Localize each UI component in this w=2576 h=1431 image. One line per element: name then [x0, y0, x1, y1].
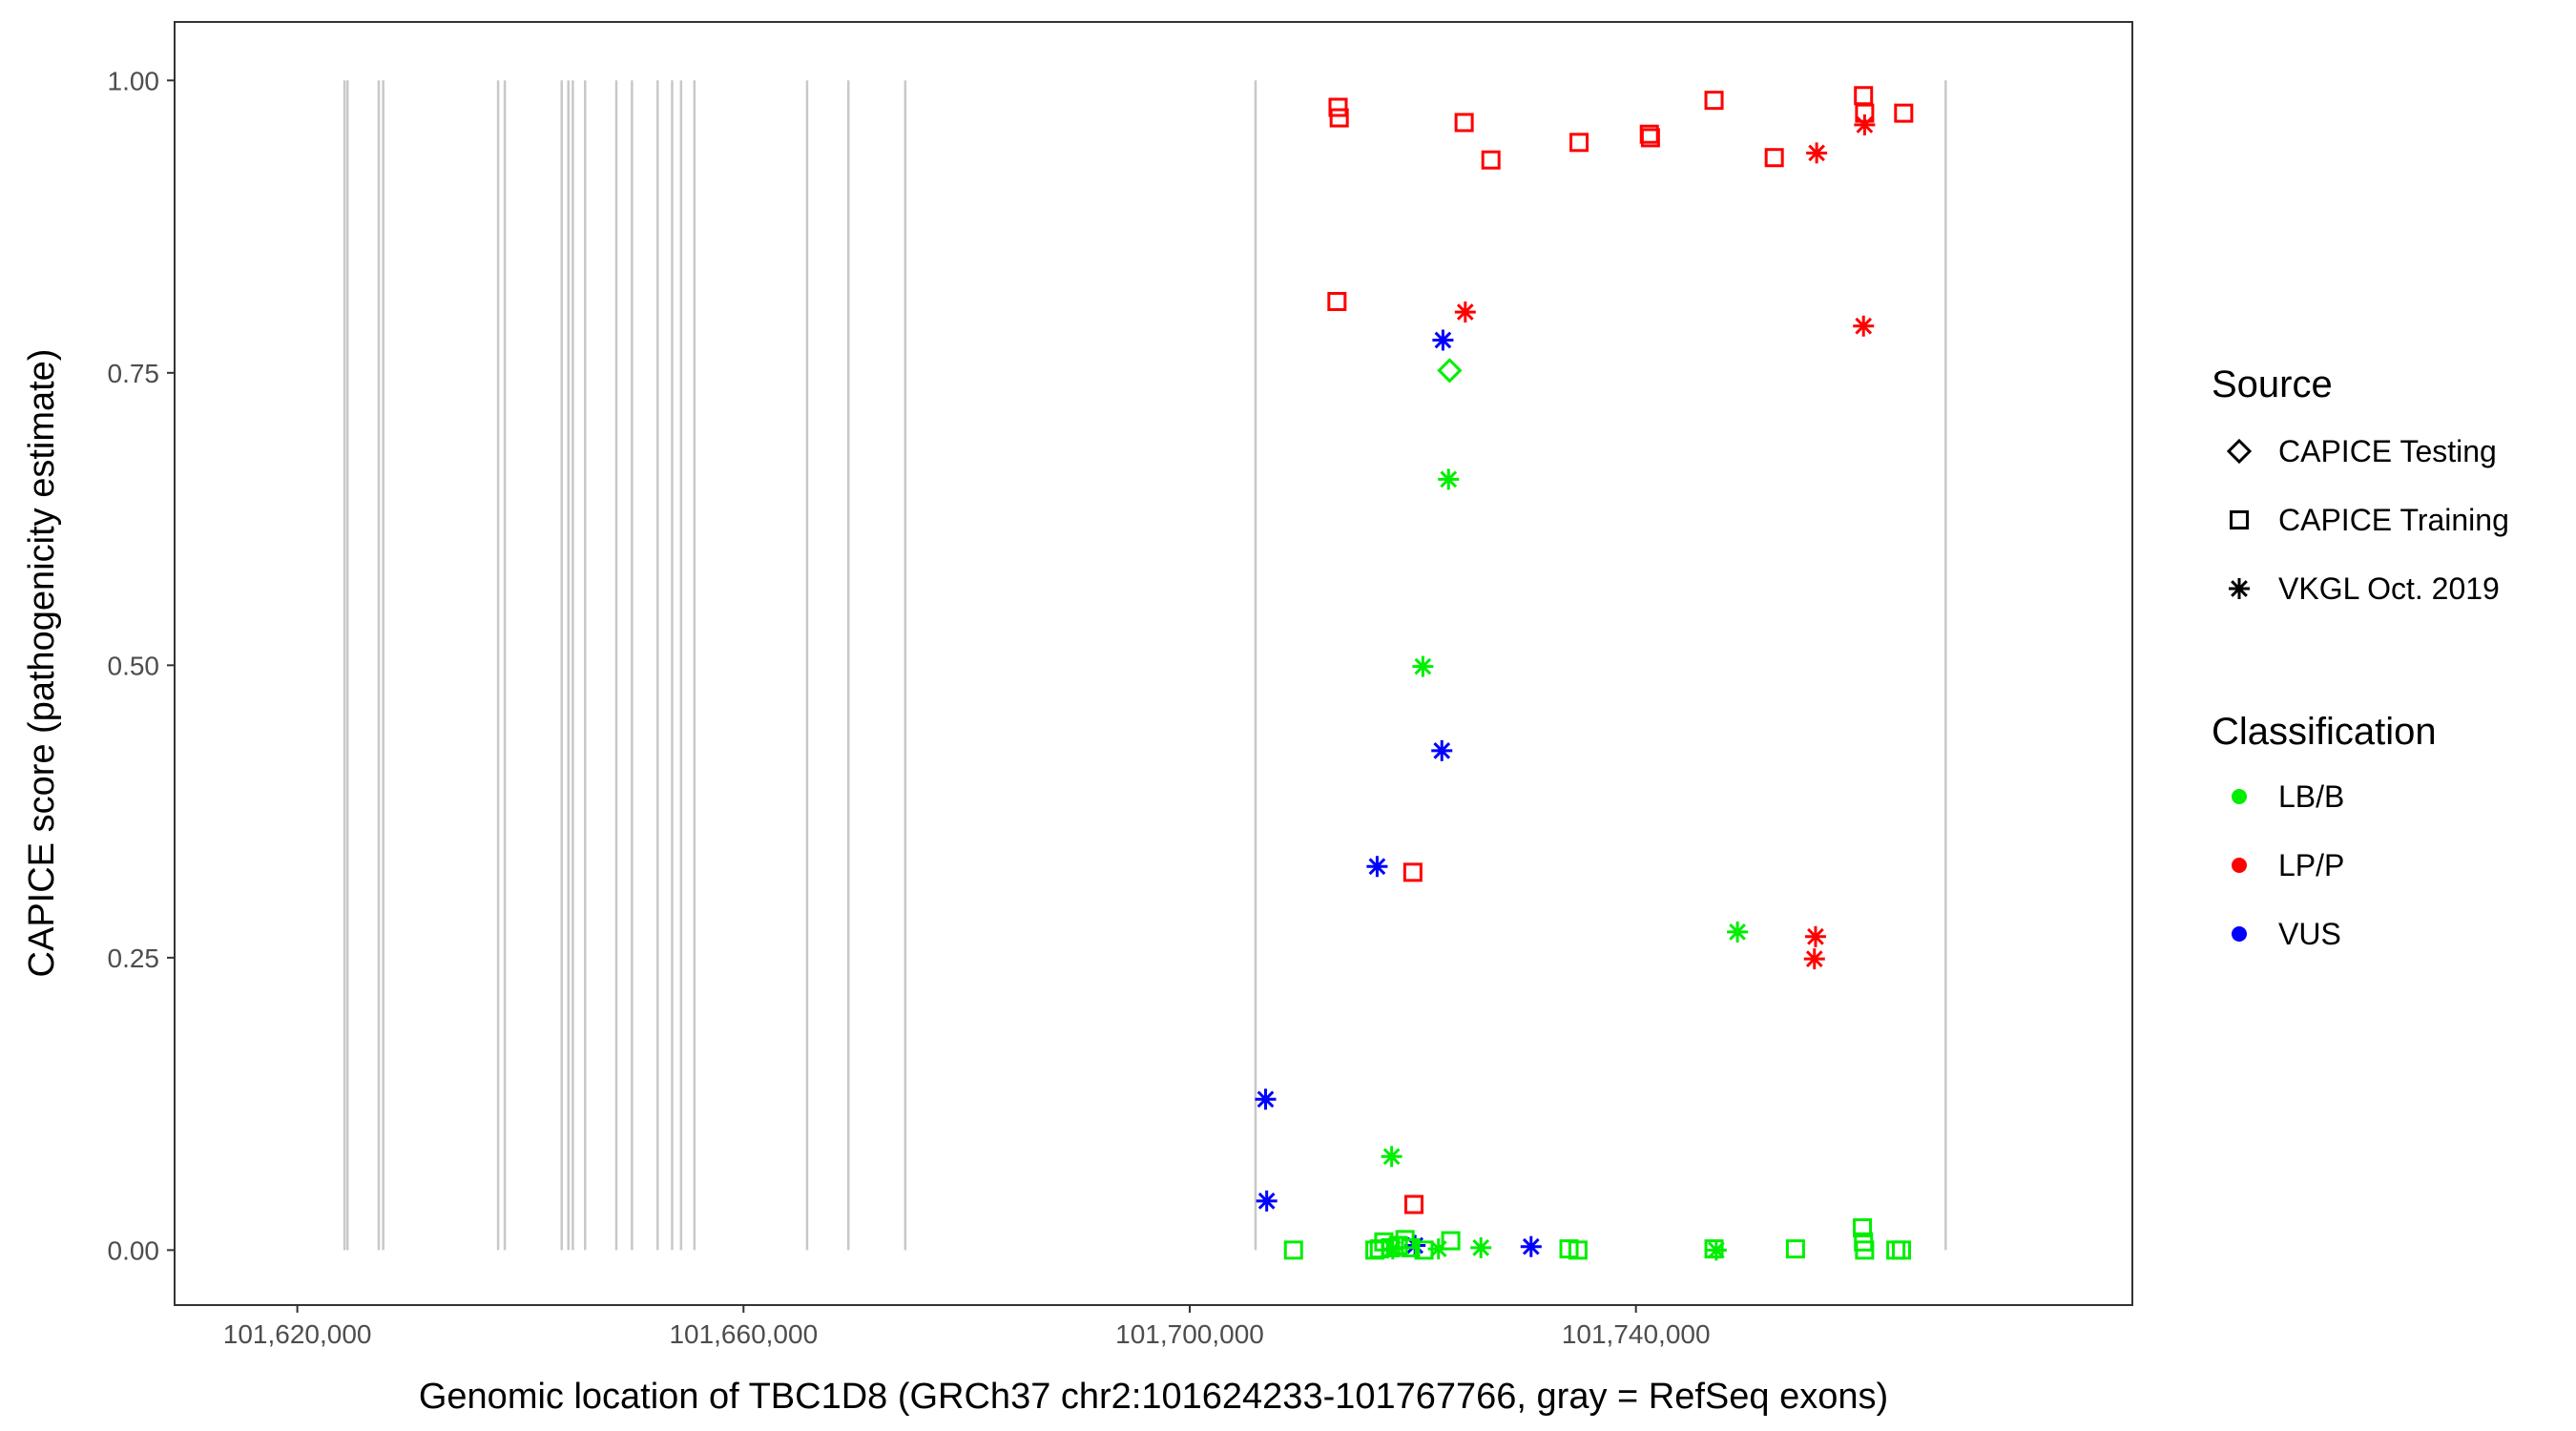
data-point [1432, 329, 1454, 351]
x-tick-label: 101,660,000 [669, 1319, 818, 1349]
exon-lines [343, 80, 1947, 1251]
data-point [1481, 150, 1501, 170]
data-point [1727, 921, 1749, 943]
data-point [1404, 1194, 1424, 1214]
data-point [1329, 108, 1349, 128]
data-point [1283, 1240, 1303, 1260]
legend-key-asterisk [2229, 578, 2250, 599]
legend-key-dot [2232, 926, 2247, 942]
data-point [1853, 315, 1875, 337]
data-point [1568, 1240, 1588, 1260]
data-point [1402, 862, 1423, 882]
data-point [1854, 86, 1874, 106]
data-point [1854, 114, 1876, 135]
data-point [1886, 1240, 1906, 1260]
x-tick-label: 101,700,000 [1115, 1319, 1264, 1349]
legend-item-source: VKGL Oct. 2019 [2229, 571, 2500, 606]
data-point [1470, 1236, 1492, 1258]
legend-item-source: CAPICE Testing [2226, 434, 2497, 468]
legend-title-source: Source [2212, 363, 2333, 405]
data-point [1569, 133, 1589, 153]
x-axis-title: Genomic location of TBC1D8 (GRCh37 chr2:… [419, 1377, 1888, 1417]
legend-key-diamond [2226, 438, 2253, 465]
y-tick-label: 0.25 [108, 944, 160, 973]
legend-key-square [2230, 510, 2249, 529]
data-point [1704, 1239, 1724, 1259]
x-axis: 101,620,000 101,660,000 101,700,000 101,740… [223, 1305, 1711, 1349]
data-point [1366, 856, 1388, 878]
data-point [1441, 1231, 1461, 1251]
legend-title-classification: Classification [2212, 711, 2437, 753]
data-point [1785, 1239, 1805, 1259]
legend-item-source: CAPICE Training [2230, 503, 2509, 537]
data-point [1327, 292, 1347, 312]
data-point [1891, 1240, 1911, 1260]
x-tick-label: 101,620,000 [223, 1319, 372, 1349]
data-point [1803, 948, 1825, 970]
legend-label: LP/P [2278, 848, 2344, 882]
data-point [1328, 97, 1348, 117]
legend-label: VUS [2278, 917, 2341, 951]
legend-label: CAPICE Training [2278, 503, 2509, 537]
x-tick-label: 101,740,000 [1562, 1319, 1711, 1349]
data-point [1414, 1240, 1434, 1260]
data-point [1764, 148, 1784, 168]
data-point [1640, 128, 1660, 148]
data-point [1855, 1240, 1875, 1260]
y-tick-label: 1.00 [108, 66, 160, 95]
data-point [1412, 655, 1434, 677]
legend-item-classification: LB/B [2232, 779, 2344, 814]
data-point [1431, 739, 1453, 761]
legend-item-classification: VUS [2232, 917, 2341, 951]
data-point [1401, 1237, 1421, 1257]
legend-key-dot [2232, 858, 2247, 873]
plot-panel-border [174, 21, 2133, 1306]
data-point [1454, 301, 1476, 323]
data-point [1256, 1190, 1278, 1212]
legend: Source CAPICE Testing CAPICE Training VKGL… [2212, 363, 2509, 951]
data-point [1255, 1089, 1277, 1110]
legend-label: LB/B [2278, 779, 2344, 814]
data-points [1255, 86, 1914, 1261]
data-point [1520, 1235, 1542, 1257]
data-point [1704, 91, 1724, 111]
data-point [1804, 925, 1826, 947]
legend-label: CAPICE Testing [2278, 434, 2497, 468]
data-point [1454, 113, 1474, 133]
data-point [1806, 142, 1828, 164]
y-axis-title: CAPICE score (pathogenicity estimate) [22, 349, 62, 978]
legend-label: VKGL Oct. 2019 [2278, 571, 2500, 606]
y-axis: 0.00 0.25 0.50 0.75 1.00 [108, 66, 175, 1265]
data-point [1894, 103, 1914, 123]
y-tick-label: 0.50 [108, 651, 160, 680]
data-point [1853, 1218, 1873, 1238]
data-point [1381, 1146, 1402, 1168]
legend-key-dot [2232, 789, 2247, 804]
y-tick-label: 0.00 [108, 1235, 160, 1265]
y-tick-label: 0.75 [108, 359, 160, 388]
data-point [1437, 358, 1463, 384]
data-point [1438, 468, 1460, 490]
legend-item-classification: LP/P [2232, 848, 2344, 882]
